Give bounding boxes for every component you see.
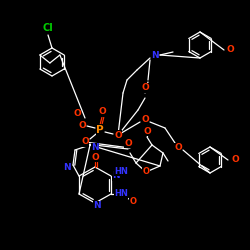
- Text: P: P: [96, 125, 104, 135]
- Text: O: O: [141, 116, 149, 124]
- Text: O: O: [130, 198, 136, 206]
- Text: O: O: [231, 156, 239, 164]
- Text: O: O: [73, 110, 81, 118]
- Text: O: O: [143, 126, 151, 136]
- Text: O: O: [174, 144, 182, 152]
- Text: O: O: [78, 120, 86, 130]
- Text: O: O: [98, 108, 106, 116]
- Text: N: N: [63, 162, 71, 172]
- Text: N: N: [93, 202, 101, 210]
- Text: Cl: Cl: [42, 23, 54, 33]
- Text: O: O: [114, 130, 122, 140]
- Text: N: N: [151, 50, 159, 59]
- Text: O: O: [142, 168, 150, 176]
- Text: HN: HN: [114, 190, 128, 198]
- Text: O: O: [91, 152, 99, 162]
- Text: N: N: [112, 172, 120, 180]
- Text: O: O: [124, 138, 132, 147]
- Text: O: O: [141, 84, 149, 92]
- Text: HN: HN: [114, 166, 128, 175]
- Text: O: O: [81, 138, 89, 146]
- Text: N: N: [91, 144, 99, 152]
- Text: O: O: [226, 46, 234, 54]
